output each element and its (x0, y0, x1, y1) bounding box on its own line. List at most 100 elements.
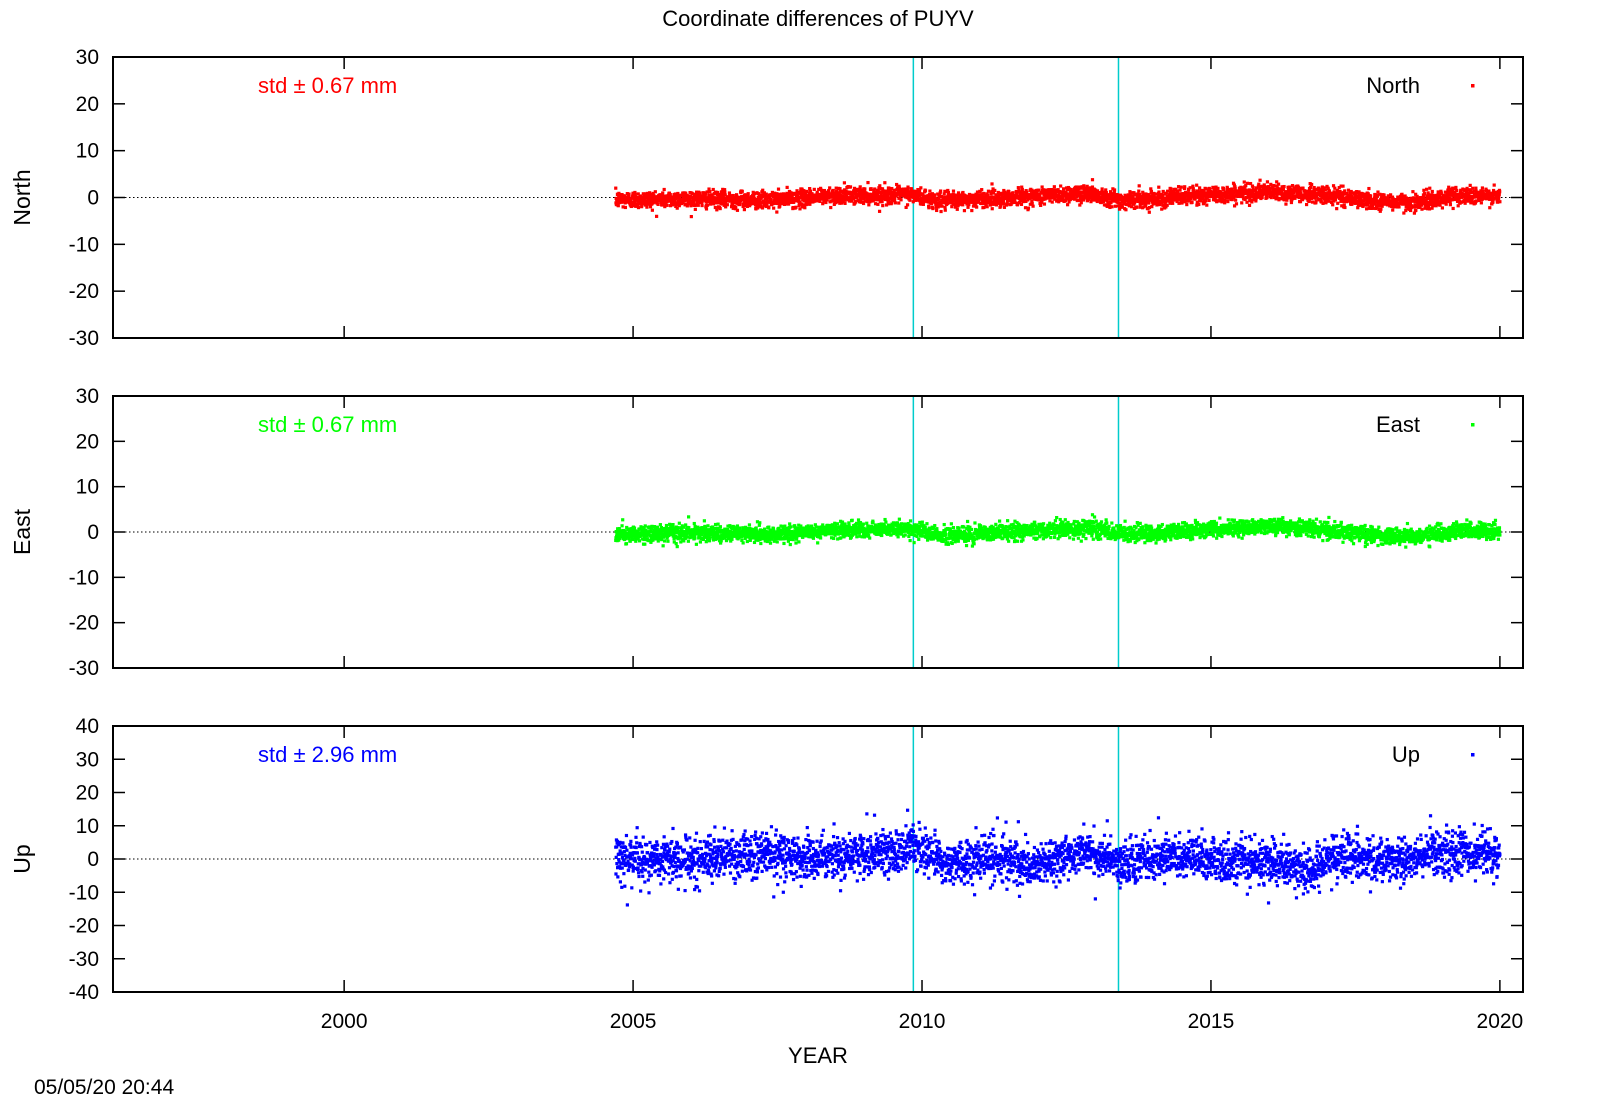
north-point (636, 192, 640, 196)
north-point (848, 190, 852, 195)
north-point (1438, 203, 1442, 207)
north-point (1338, 189, 1342, 194)
north-point (1024, 189, 1028, 193)
north-point (1374, 197, 1378, 201)
north-point (1180, 200, 1184, 204)
north-point (1108, 205, 1112, 210)
north-point (1056, 188, 1060, 192)
north-point (953, 193, 957, 197)
north-point (648, 192, 652, 196)
north-point (957, 202, 961, 206)
north-point (1357, 203, 1361, 208)
north-point (1450, 188, 1455, 192)
north-point (730, 203, 734, 207)
north-point (890, 190, 895, 194)
north-point (970, 200, 975, 204)
north-point (1297, 187, 1301, 191)
north-point (1107, 197, 1111, 201)
north-point (1425, 187, 1429, 191)
north-point (1027, 196, 1031, 201)
north-point (725, 203, 729, 207)
north-point (1095, 199, 1099, 204)
north-point (1286, 196, 1290, 200)
north-point (1363, 203, 1368, 207)
north-point (1448, 203, 1453, 207)
north-point (873, 187, 877, 191)
north-point (1067, 192, 1071, 197)
north-point (1136, 199, 1141, 203)
north-point (1147, 201, 1151, 205)
north-point (871, 196, 875, 201)
north-point (754, 201, 758, 205)
north-point (1175, 192, 1179, 196)
north-point (760, 190, 764, 194)
north-point (897, 184, 901, 188)
north-point (1019, 199, 1023, 203)
north-point (695, 192, 699, 196)
north-point (1175, 189, 1180, 193)
north-point (751, 202, 755, 206)
north-point (698, 194, 702, 198)
north-point (1251, 190, 1255, 194)
north-point (716, 190, 720, 195)
north-point (1175, 199, 1179, 204)
north-point (1062, 187, 1066, 191)
north-point (798, 207, 802, 211)
north-point (782, 200, 786, 205)
north-point (1244, 184, 1248, 188)
north-point (650, 208, 654, 212)
north-point (617, 191, 621, 195)
north-point (673, 192, 677, 196)
north-point (1059, 184, 1063, 188)
north-point (1215, 200, 1219, 204)
north-point (956, 198, 960, 203)
north-point (1275, 194, 1279, 198)
north-point (1336, 201, 1340, 205)
north-point (1129, 201, 1134, 205)
north-point (1013, 200, 1017, 204)
east-point (741, 541, 745, 545)
north-point (1155, 201, 1160, 205)
north-point (810, 192, 814, 196)
north-point (1160, 193, 1165, 197)
north-point (696, 203, 700, 207)
north-point (1270, 190, 1274, 194)
north-point (1005, 193, 1009, 197)
north-point (940, 204, 944, 208)
north-point (896, 188, 900, 193)
north-point (1243, 197, 1247, 202)
north-point (1324, 200, 1328, 205)
north-point (821, 202, 825, 206)
north-point (1161, 189, 1165, 194)
north-point (1256, 184, 1260, 188)
north-point (938, 191, 942, 195)
north-point (1380, 204, 1384, 208)
north-point (1105, 198, 1109, 203)
north-point (1256, 195, 1261, 199)
north-point (1451, 206, 1455, 211)
north-point (888, 188, 892, 192)
north-point (908, 198, 912, 202)
north-point (1039, 196, 1043, 200)
north-point (745, 197, 749, 202)
north-point (843, 198, 847, 202)
north-point (775, 201, 780, 206)
north-point (675, 206, 679, 210)
north-point (1052, 185, 1056, 189)
north-point (1314, 199, 1318, 203)
north-point (898, 195, 902, 199)
north-point (719, 198, 723, 203)
east-point (666, 539, 670, 543)
north-point (1130, 205, 1134, 209)
north-point (1329, 191, 1333, 196)
east-point (745, 539, 749, 544)
north-point (801, 195, 805, 200)
north-point (799, 192, 804, 197)
north-point (876, 192, 880, 196)
north-point (858, 192, 862, 197)
north-point (734, 199, 738, 203)
north-point (880, 187, 885, 191)
north-point (665, 203, 669, 207)
north-point (1108, 190, 1113, 194)
north-point (1294, 187, 1298, 191)
